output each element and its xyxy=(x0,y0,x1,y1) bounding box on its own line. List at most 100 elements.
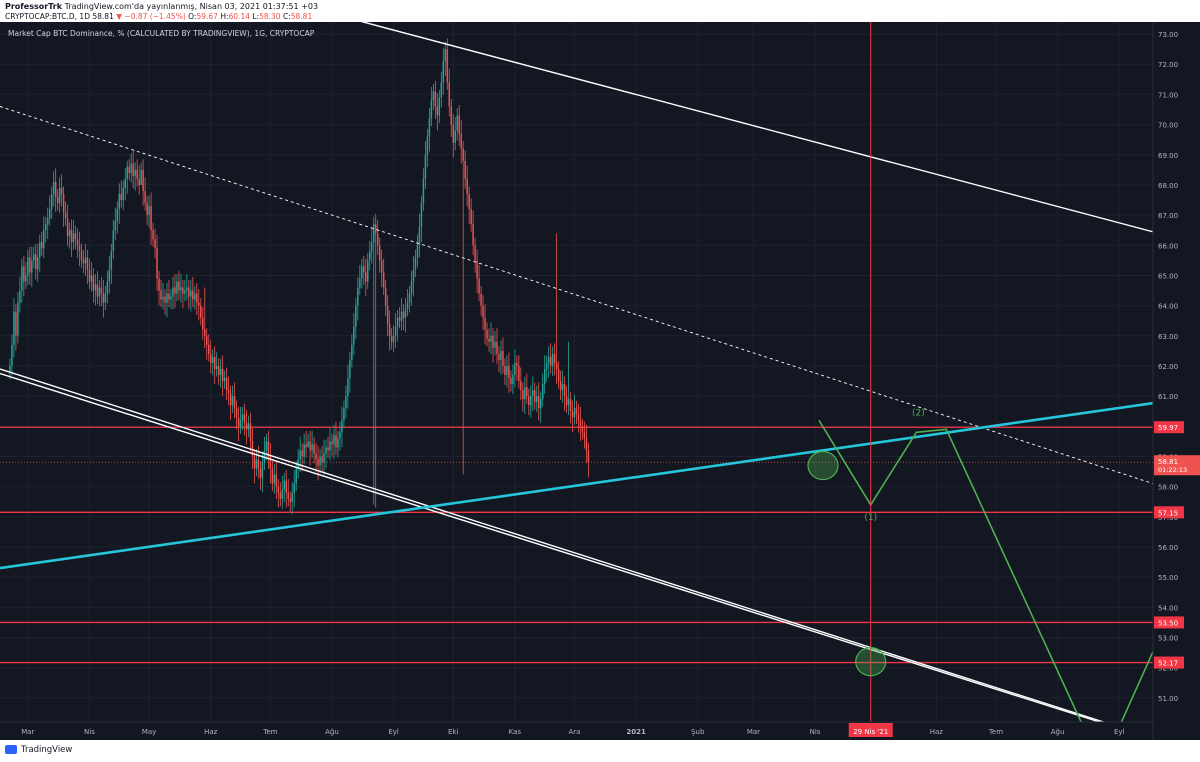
y-tick-label: 72.00 xyxy=(1158,61,1178,69)
candle-body xyxy=(192,290,194,300)
candle-body xyxy=(577,414,580,421)
btc-dominance-chart[interactable]: (1) (2) 51.00 52.00 53.00 54.00 55.00 56.00 57.… xyxy=(0,22,1200,740)
chart-area[interactable]: (1) (2) 51.00 52.00 53.00 54.00 55.00 56.00 57.… xyxy=(0,22,1200,740)
candle-body xyxy=(408,293,411,303)
low-label: L: xyxy=(252,12,260,21)
candle-body xyxy=(122,187,124,201)
candle-body xyxy=(492,335,494,348)
candle-body xyxy=(428,118,431,137)
candle-body xyxy=(337,438,339,448)
candle-body xyxy=(88,269,91,282)
price-axis[interactable]: 51.0052.0053.0054.0055.0056.0057.0058.00… xyxy=(1158,31,1178,703)
x-tick-label: Mar xyxy=(747,728,760,736)
x-tick-label: Nis xyxy=(810,728,821,736)
candle-body xyxy=(291,492,293,502)
level-label: 52.17 xyxy=(1158,660,1178,668)
open-value: 59.67 xyxy=(196,12,218,21)
candle-body xyxy=(114,221,117,231)
candle-body xyxy=(198,302,200,306)
candle-body xyxy=(202,317,204,330)
wave-label: (2) xyxy=(912,409,925,419)
candle-body xyxy=(285,480,288,493)
candle-body xyxy=(44,224,47,231)
candle-body xyxy=(289,498,291,502)
candle-body xyxy=(140,169,142,185)
candle-body xyxy=(345,396,347,409)
candle-body xyxy=(563,384,566,397)
candle-body xyxy=(526,387,528,397)
candle-body xyxy=(579,420,582,427)
lower-channel-line-inner xyxy=(0,372,1116,728)
level-label-box xyxy=(1154,421,1184,434)
x-tick-label: Ağu xyxy=(1051,728,1065,736)
candle-body xyxy=(229,393,232,406)
candle-body xyxy=(52,181,55,194)
candle-body xyxy=(15,311,17,336)
candle-body xyxy=(528,396,530,406)
candle-body xyxy=(118,193,121,210)
candle-body xyxy=(353,326,355,345)
candle-body xyxy=(343,408,345,421)
candle-body xyxy=(444,49,447,62)
candle-body xyxy=(504,365,506,376)
y-tick-label: 53.00 xyxy=(1158,635,1178,643)
candle-body xyxy=(539,399,542,409)
candle-body xyxy=(9,365,11,372)
time-axis[interactable]: Mar Nis May Haz Tem Ağu Eyl Eki Kas Ara 2021 Şub Mar… xyxy=(21,728,1124,736)
x-tick-label: Tem xyxy=(988,728,1003,736)
candle-body xyxy=(126,166,128,179)
candle-body xyxy=(361,266,363,279)
candle-body xyxy=(204,329,206,336)
tradingview-logo-icon xyxy=(5,745,17,754)
candle-body xyxy=(363,266,365,273)
candle-body xyxy=(269,456,272,469)
candle-body xyxy=(241,414,244,421)
candle-body xyxy=(476,260,478,279)
candle-body xyxy=(311,444,313,451)
candle-body xyxy=(466,178,468,194)
candle-body xyxy=(170,296,172,300)
candle-body xyxy=(555,362,558,369)
candle-body xyxy=(462,148,464,161)
candle-body xyxy=(581,426,584,433)
candle-body xyxy=(426,136,429,155)
candle-body xyxy=(547,356,550,363)
candle-body xyxy=(524,387,526,400)
candle-body xyxy=(498,353,500,360)
candle-body xyxy=(253,456,256,469)
candle-body xyxy=(347,378,349,397)
candle-body xyxy=(585,438,588,451)
candle-body xyxy=(29,257,31,273)
candle-body xyxy=(514,362,516,376)
x-tick-label: 2021 xyxy=(626,728,646,736)
candle-body xyxy=(92,275,95,291)
candle-body xyxy=(19,290,21,303)
candle-body xyxy=(54,181,57,197)
candle-body xyxy=(382,272,385,288)
candle-body xyxy=(374,224,377,234)
candle-body xyxy=(102,293,105,303)
candle-body xyxy=(255,459,258,469)
low-value: 58.30 xyxy=(259,12,281,21)
candle-body xyxy=(559,381,562,391)
candle-body xyxy=(148,206,150,216)
candle-body xyxy=(172,287,174,297)
candle-body xyxy=(496,341,498,354)
publish-text: TradingView.com'da yayınlanmış, Nisan 03… xyxy=(64,2,319,11)
candle-body xyxy=(245,423,248,430)
candle-body xyxy=(321,456,323,463)
y-tick-label: 63.00 xyxy=(1158,333,1178,341)
candle-body xyxy=(494,341,496,348)
candle-body xyxy=(535,396,538,403)
candle-body xyxy=(456,115,458,131)
candle-body xyxy=(66,218,69,237)
countdown-label: 01:22:13 xyxy=(1158,466,1187,474)
candle-body xyxy=(35,254,37,270)
candle-body xyxy=(573,408,576,418)
candle-body xyxy=(333,435,335,445)
candle-body xyxy=(257,459,260,469)
candle-body xyxy=(132,163,134,176)
candle-body xyxy=(124,178,126,188)
candle-body xyxy=(277,486,280,493)
candle-body xyxy=(571,411,574,418)
